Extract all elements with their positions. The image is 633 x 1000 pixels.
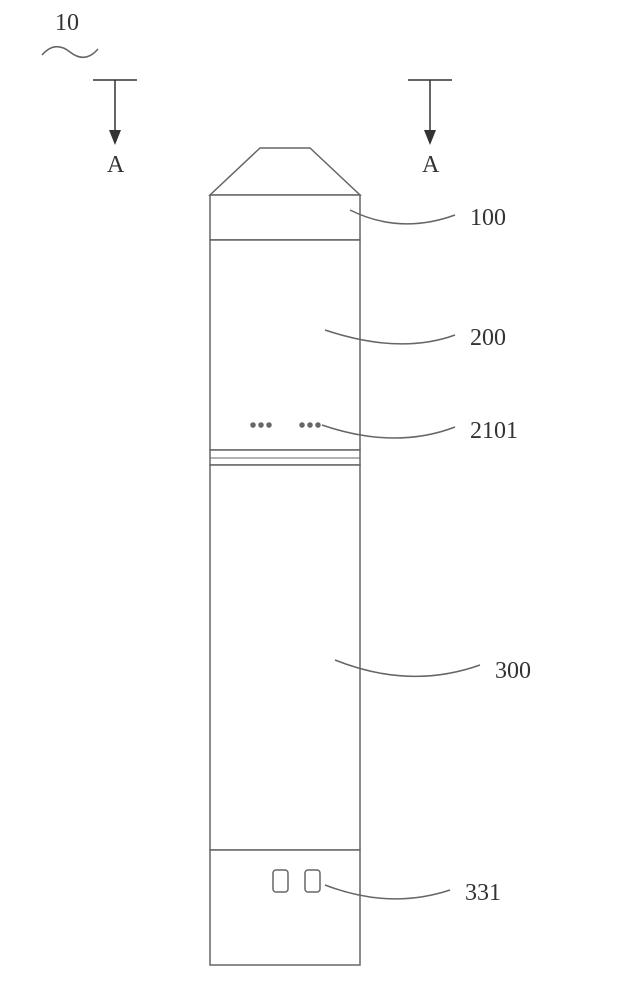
upper-body [210,240,360,450]
perforations-left [251,423,271,427]
label-200: 200 [470,325,506,352]
lower-body [210,465,360,850]
section-arrow-left [93,80,137,145]
label-331: 331 [465,880,501,907]
label-100: 100 [470,205,506,232]
section-label-right: A [422,152,439,179]
cap-section [210,195,360,240]
footer-section [210,850,360,965]
lead-100 [350,210,455,224]
drawing-canvas [0,0,633,1000]
figure-ref-number: 10 [55,10,79,37]
mouthpiece [210,148,360,195]
figure-ref-tilde [42,47,98,58]
section-arrow-right [408,80,452,145]
device-body [210,148,360,965]
section-label-left: A [107,152,124,179]
label-300: 300 [495,658,531,685]
bottom-slot-left [273,870,288,892]
perforations-right [300,423,320,427]
bottom-slot-right [305,870,320,892]
label-2101: 2101 [470,418,518,445]
